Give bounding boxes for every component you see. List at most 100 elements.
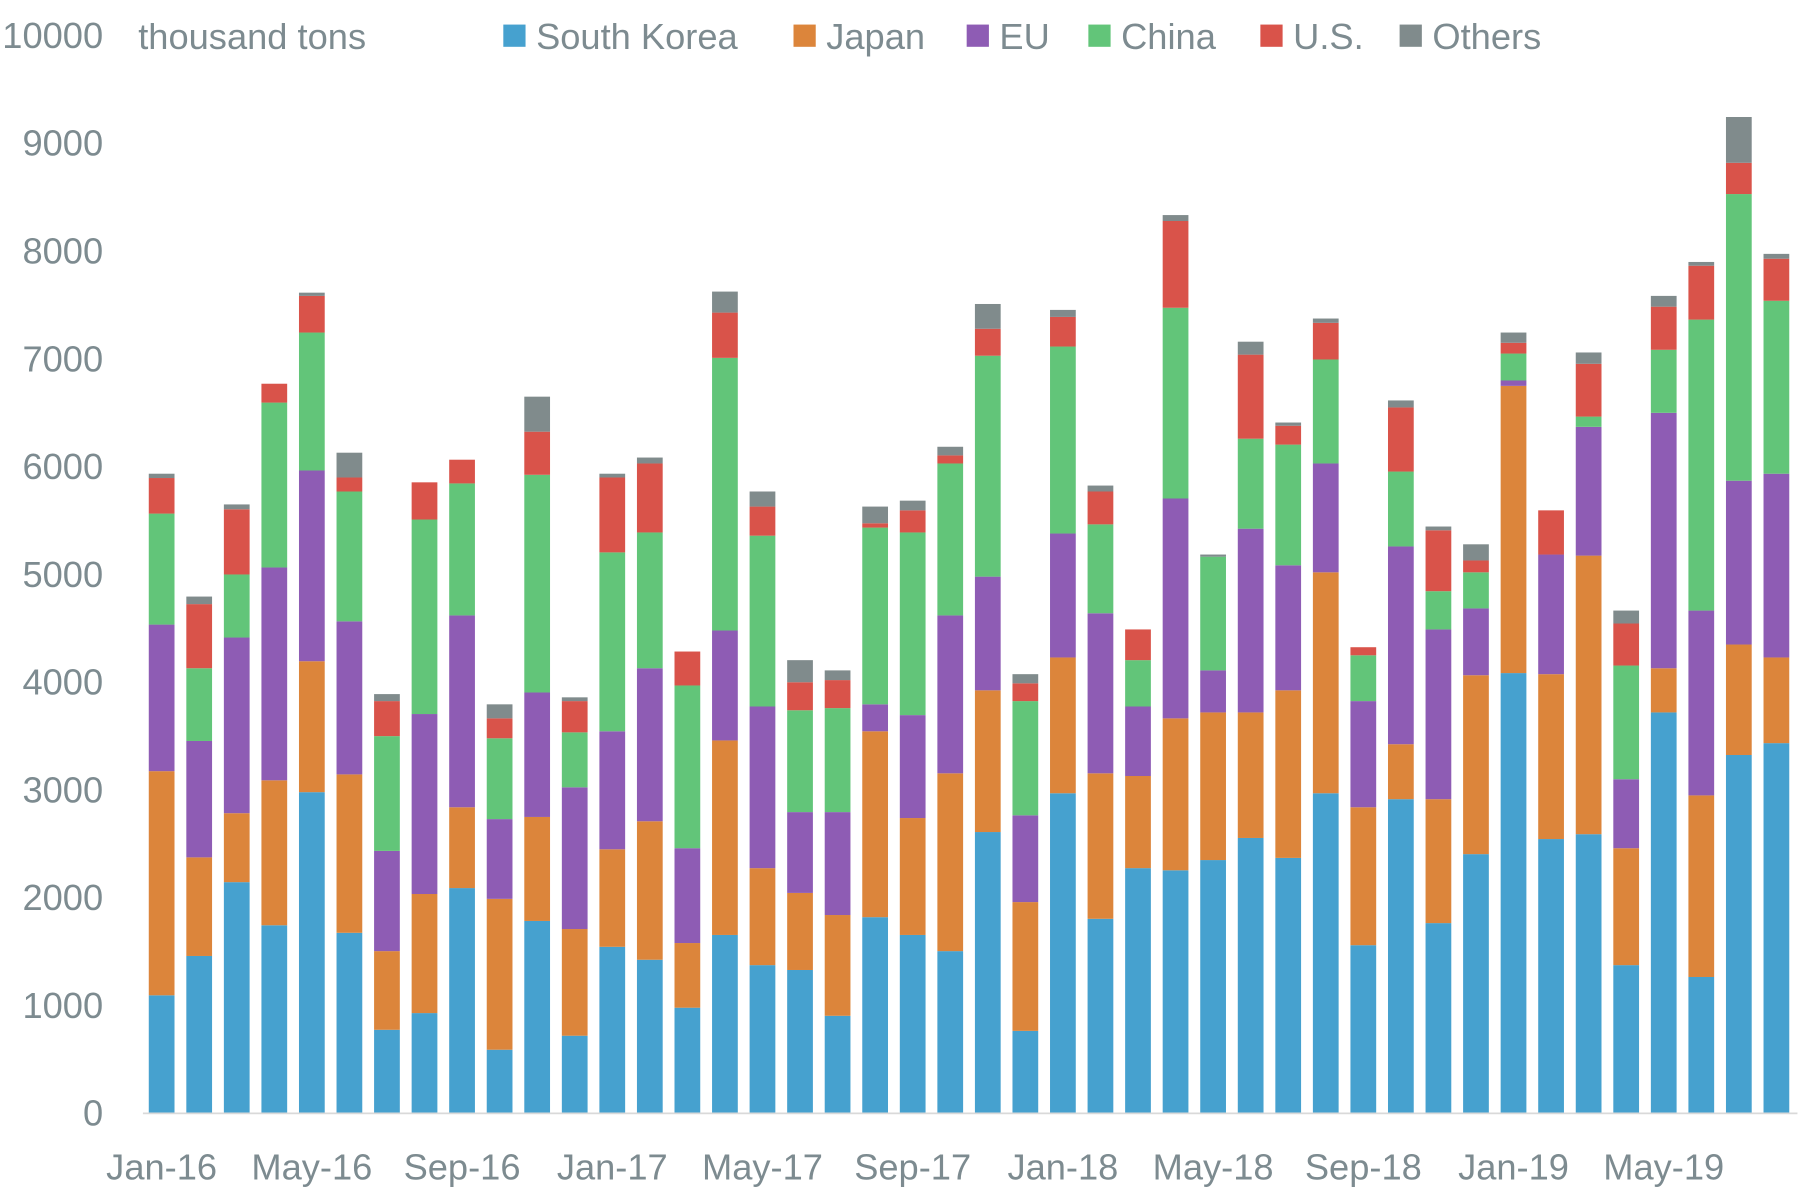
bar-segment-japan <box>1425 799 1452 924</box>
bar-segment-south-korea <box>1087 918 1114 1113</box>
y-tick-label: 4000 <box>22 662 103 703</box>
bar-segment-south-korea <box>674 1007 701 1113</box>
bar-segment-japan <box>862 731 889 918</box>
bar-stack-Aug-19 <box>1763 253 1790 1113</box>
bar-stack-Sep-18 <box>1350 647 1377 1113</box>
bar-segment-u-s- <box>1763 258 1790 301</box>
legend-label: Japan <box>826 16 925 57</box>
x-tick-label: Jan-17 <box>557 1146 668 1187</box>
x-tick-label: Sep-16 <box>404 1146 521 1187</box>
bar-segment-china <box>298 332 325 471</box>
bar-segment-japan <box>449 807 475 889</box>
legend: South Korea Japan EU China U.S. Others <box>503 16 1541 57</box>
bar-segment-others <box>1763 253 1790 259</box>
bar-segment-japan <box>1237 712 1264 838</box>
legend-swatch <box>1260 24 1283 47</box>
bar-segment-eu <box>974 576 1001 691</box>
bar-segment-south-korea <box>1763 743 1790 1113</box>
bar-segment-china <box>712 357 738 631</box>
y-axis: 0 1000 2000 3000 4000 5000 6000 7000 8000 9000 100… <box>2 15 103 1134</box>
x-tick-label: May-19 <box>1603 1146 1724 1187</box>
bar-segment-others <box>1312 318 1339 323</box>
bar-segment-south-korea <box>411 1013 438 1113</box>
bar-segment-china <box>1087 524 1114 614</box>
bar-segment-u-s- <box>1500 342 1527 354</box>
bar-segment-eu <box>787 812 813 893</box>
bar-segment-eu <box>1125 706 1151 777</box>
bar-segment-others <box>1275 422 1302 426</box>
bar-stack-Oct-17 <box>937 446 964 1113</box>
bar-segment-japan <box>336 774 363 933</box>
bar-segment-china <box>524 474 551 693</box>
bar-segment-u-s- <box>1237 354 1264 439</box>
bar-segment-others <box>599 473 626 478</box>
bar-segment-eu <box>749 706 776 869</box>
bar-segment-others <box>524 396 551 432</box>
bar-segment-south-korea <box>186 955 213 1113</box>
bar-stack-May-17 <box>749 491 776 1113</box>
bar-segment-eu <box>148 624 175 772</box>
x-tick-label: Jan-18 <box>1007 1146 1118 1187</box>
bar-segment-china <box>1387 471 1414 547</box>
bar-segment-japan <box>1725 644 1752 755</box>
bar-segment-china <box>937 463 964 616</box>
bars <box>148 117 1790 1113</box>
bar-segment-eu <box>223 637 250 814</box>
y-tick-label: 6000 <box>22 446 103 487</box>
bar-segment-japan <box>599 849 626 947</box>
bar-segment-others <box>749 491 776 507</box>
bar-segment-japan <box>974 690 1001 833</box>
bar-segment-eu <box>712 630 738 741</box>
bar-segment-japan <box>1012 902 1039 1031</box>
bar-stack-Sep-17 <box>899 500 926 1113</box>
bar-segment-others <box>862 506 889 524</box>
bar-segment-u-s- <box>486 718 513 739</box>
bar-segment-eu <box>1425 629 1452 800</box>
bar-segment-south-korea <box>524 920 551 1113</box>
bar-segment-u-s- <box>937 455 964 464</box>
bar-segment-south-korea <box>336 932 363 1113</box>
bar-segment-south-korea <box>223 882 250 1113</box>
bar-segment-china <box>1237 438 1264 529</box>
bar-stack-Aug-18 <box>1312 318 1339 1113</box>
bar-segment-u-s- <box>1463 560 1489 573</box>
bar-segment-others <box>186 596 213 605</box>
bar-segment-eu <box>561 787 588 930</box>
bar-segment-japan <box>186 857 213 956</box>
bar-segment-others <box>1688 261 1715 266</box>
bar-segment-others <box>1463 544 1489 561</box>
bar-segment-eu <box>524 692 551 817</box>
bar-segment-u-s- <box>1688 265 1715 320</box>
bar-segment-japan <box>261 780 288 926</box>
bar-segment-others <box>1237 341 1264 355</box>
bar-segment-others <box>712 291 738 313</box>
bar-stack-May-18 <box>1200 554 1226 1113</box>
bar-stack-Jan-17 <box>599 473 626 1113</box>
bar-segment-japan <box>561 929 588 1036</box>
bar-segment-others <box>561 697 588 702</box>
bar-segment-south-korea <box>374 1029 400 1113</box>
bar-segment-japan <box>1050 657 1076 794</box>
bar-segment-u-s- <box>974 328 1001 356</box>
bar-stack-Oct-16 <box>486 704 513 1113</box>
bar-segment-u-s- <box>223 509 250 575</box>
bar-segment-eu <box>1237 528 1264 713</box>
bar-segment-south-korea <box>599 946 626 1113</box>
x-tick-label: Jan-16 <box>106 1146 217 1187</box>
bar-segment-u-s- <box>899 510 926 533</box>
bar-segment-eu <box>449 615 475 808</box>
bar-stack-Mar-19 <box>1575 352 1602 1113</box>
bar-stack-Jun-19 <box>1688 261 1715 1113</box>
bar-segment-eu <box>1500 380 1527 386</box>
bar-segment-china <box>974 355 1001 577</box>
x-tick-label: May-18 <box>1153 1146 1274 1187</box>
bar-segment-south-korea <box>1125 868 1151 1113</box>
bar-segment-south-korea <box>787 969 813 1113</box>
bar-segment-eu <box>674 848 701 944</box>
bar-segment-japan <box>148 771 175 996</box>
bar-stack-Jan-19 <box>1500 332 1527 1113</box>
bar-stack-Mar-17 <box>674 651 701 1113</box>
bar-segment-south-korea <box>937 951 964 1113</box>
bar-segment-china <box>674 685 701 849</box>
